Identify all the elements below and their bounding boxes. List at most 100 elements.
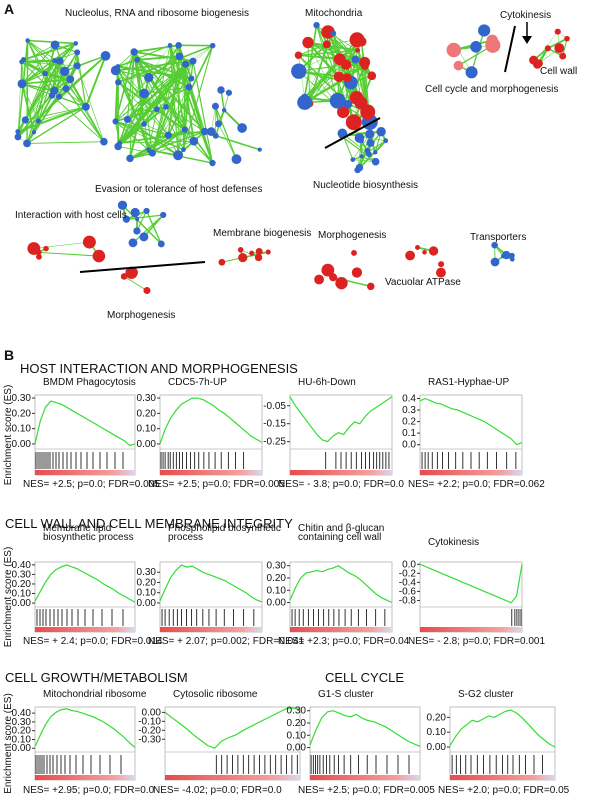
plot-title: BMDM Phagocytosis — [43, 377, 136, 388]
panel-letter: A — [4, 1, 14, 17]
node — [354, 96, 368, 110]
edge — [298, 39, 358, 72]
edge — [127, 109, 157, 120]
node — [50, 40, 60, 50]
node — [133, 227, 141, 235]
edge — [53, 60, 61, 91]
node — [43, 245, 49, 252]
node — [181, 126, 188, 133]
y-tick-label: -0.10 — [138, 716, 161, 727]
y-tick-label: 0.3 — [402, 405, 416, 416]
edge — [165, 106, 195, 142]
plot-title: Cytokinesis — [428, 537, 479, 548]
node — [175, 52, 184, 61]
node — [343, 99, 353, 109]
y-tick-label: -0.6 — [399, 586, 417, 597]
node — [217, 86, 225, 94]
y-tick-label: 0.10 — [12, 734, 32, 745]
y-tick-label: -0.2 — [399, 568, 417, 579]
node — [367, 71, 377, 81]
node — [218, 258, 226, 266]
node — [554, 43, 565, 54]
cluster-label: Cell wall — [540, 66, 577, 77]
edge — [133, 51, 150, 78]
node — [206, 127, 216, 136]
edge — [27, 39, 76, 45]
node — [237, 247, 244, 253]
node — [122, 215, 131, 223]
node — [21, 116, 29, 124]
edge — [127, 93, 145, 120]
y-tick-label: -0.20 — [138, 725, 161, 736]
node — [139, 232, 149, 242]
node — [157, 240, 165, 248]
plot-title: HU-6h-Down — [298, 377, 356, 388]
node — [225, 89, 233, 96]
node — [335, 276, 348, 290]
node — [144, 72, 154, 83]
edge — [215, 134, 260, 151]
y-tick-label: -0.8 — [399, 595, 417, 606]
node — [265, 249, 271, 255]
edge — [117, 44, 171, 68]
cluster-label: Interaction with host cells — [15, 210, 127, 221]
edge — [303, 58, 341, 104]
node — [564, 35, 570, 42]
cluster-label: Vacuolar ATPase — [385, 277, 461, 288]
y-tick-label: 0.20 — [12, 579, 32, 590]
es-curve — [289, 396, 393, 443]
node — [333, 53, 346, 66]
node — [17, 79, 27, 89]
node — [115, 64, 121, 69]
node — [238, 252, 248, 263]
edge — [119, 44, 180, 144]
node — [153, 106, 160, 113]
edge — [38, 251, 99, 257]
node — [112, 118, 119, 125]
es-curve — [159, 397, 263, 445]
node — [117, 140, 123, 146]
y-tick-label: 0.00 — [12, 439, 32, 450]
edge — [51, 95, 105, 143]
plot-title: Membrane lipid biosynthetic process — [43, 523, 134, 543]
node — [255, 248, 263, 255]
node — [490, 257, 500, 267]
y-tick-label: 0.1 — [402, 428, 416, 439]
node — [130, 207, 140, 218]
node — [100, 137, 108, 146]
divider — [504, 25, 516, 73]
edge — [126, 51, 135, 120]
node — [134, 56, 141, 63]
edge — [26, 40, 29, 144]
plot-frame — [159, 394, 263, 476]
edge — [304, 76, 348, 104]
node — [117, 200, 128, 210]
node — [31, 130, 37, 135]
edge — [303, 25, 318, 98]
y-tick-label: -0.4 — [399, 577, 417, 588]
plot-frame — [159, 561, 263, 633]
rank-bar — [35, 775, 135, 780]
edge — [121, 204, 162, 245]
nes-annotation: NES= +2.3; p=0.0; FDR=0.04 — [278, 636, 410, 647]
edge — [21, 44, 56, 85]
edge — [177, 45, 179, 156]
panel-letter: B — [4, 347, 14, 363]
nes-annotation: NES= +2.5; p=0.0; FDR=0.005 — [23, 479, 160, 490]
node — [438, 261, 445, 268]
edge — [115, 70, 158, 110]
rank-bar — [160, 627, 262, 632]
y-tick-label: 0.40 — [12, 708, 32, 719]
edge — [352, 133, 371, 160]
edge — [115, 121, 179, 156]
node — [100, 50, 111, 61]
arrow-head — [522, 36, 532, 44]
rank-bar — [450, 775, 555, 780]
node — [435, 267, 446, 278]
node — [365, 129, 375, 139]
nes-annotation: NES= - 3.8; p=0.0; FDR=0.0 — [278, 479, 404, 490]
nes-annotation: NES= +2.5; p=0.0; FDR=0.005 — [148, 479, 285, 490]
es-curve — [309, 710, 421, 747]
edge — [144, 56, 180, 94]
y-tick-label: 0.10 — [12, 424, 32, 435]
